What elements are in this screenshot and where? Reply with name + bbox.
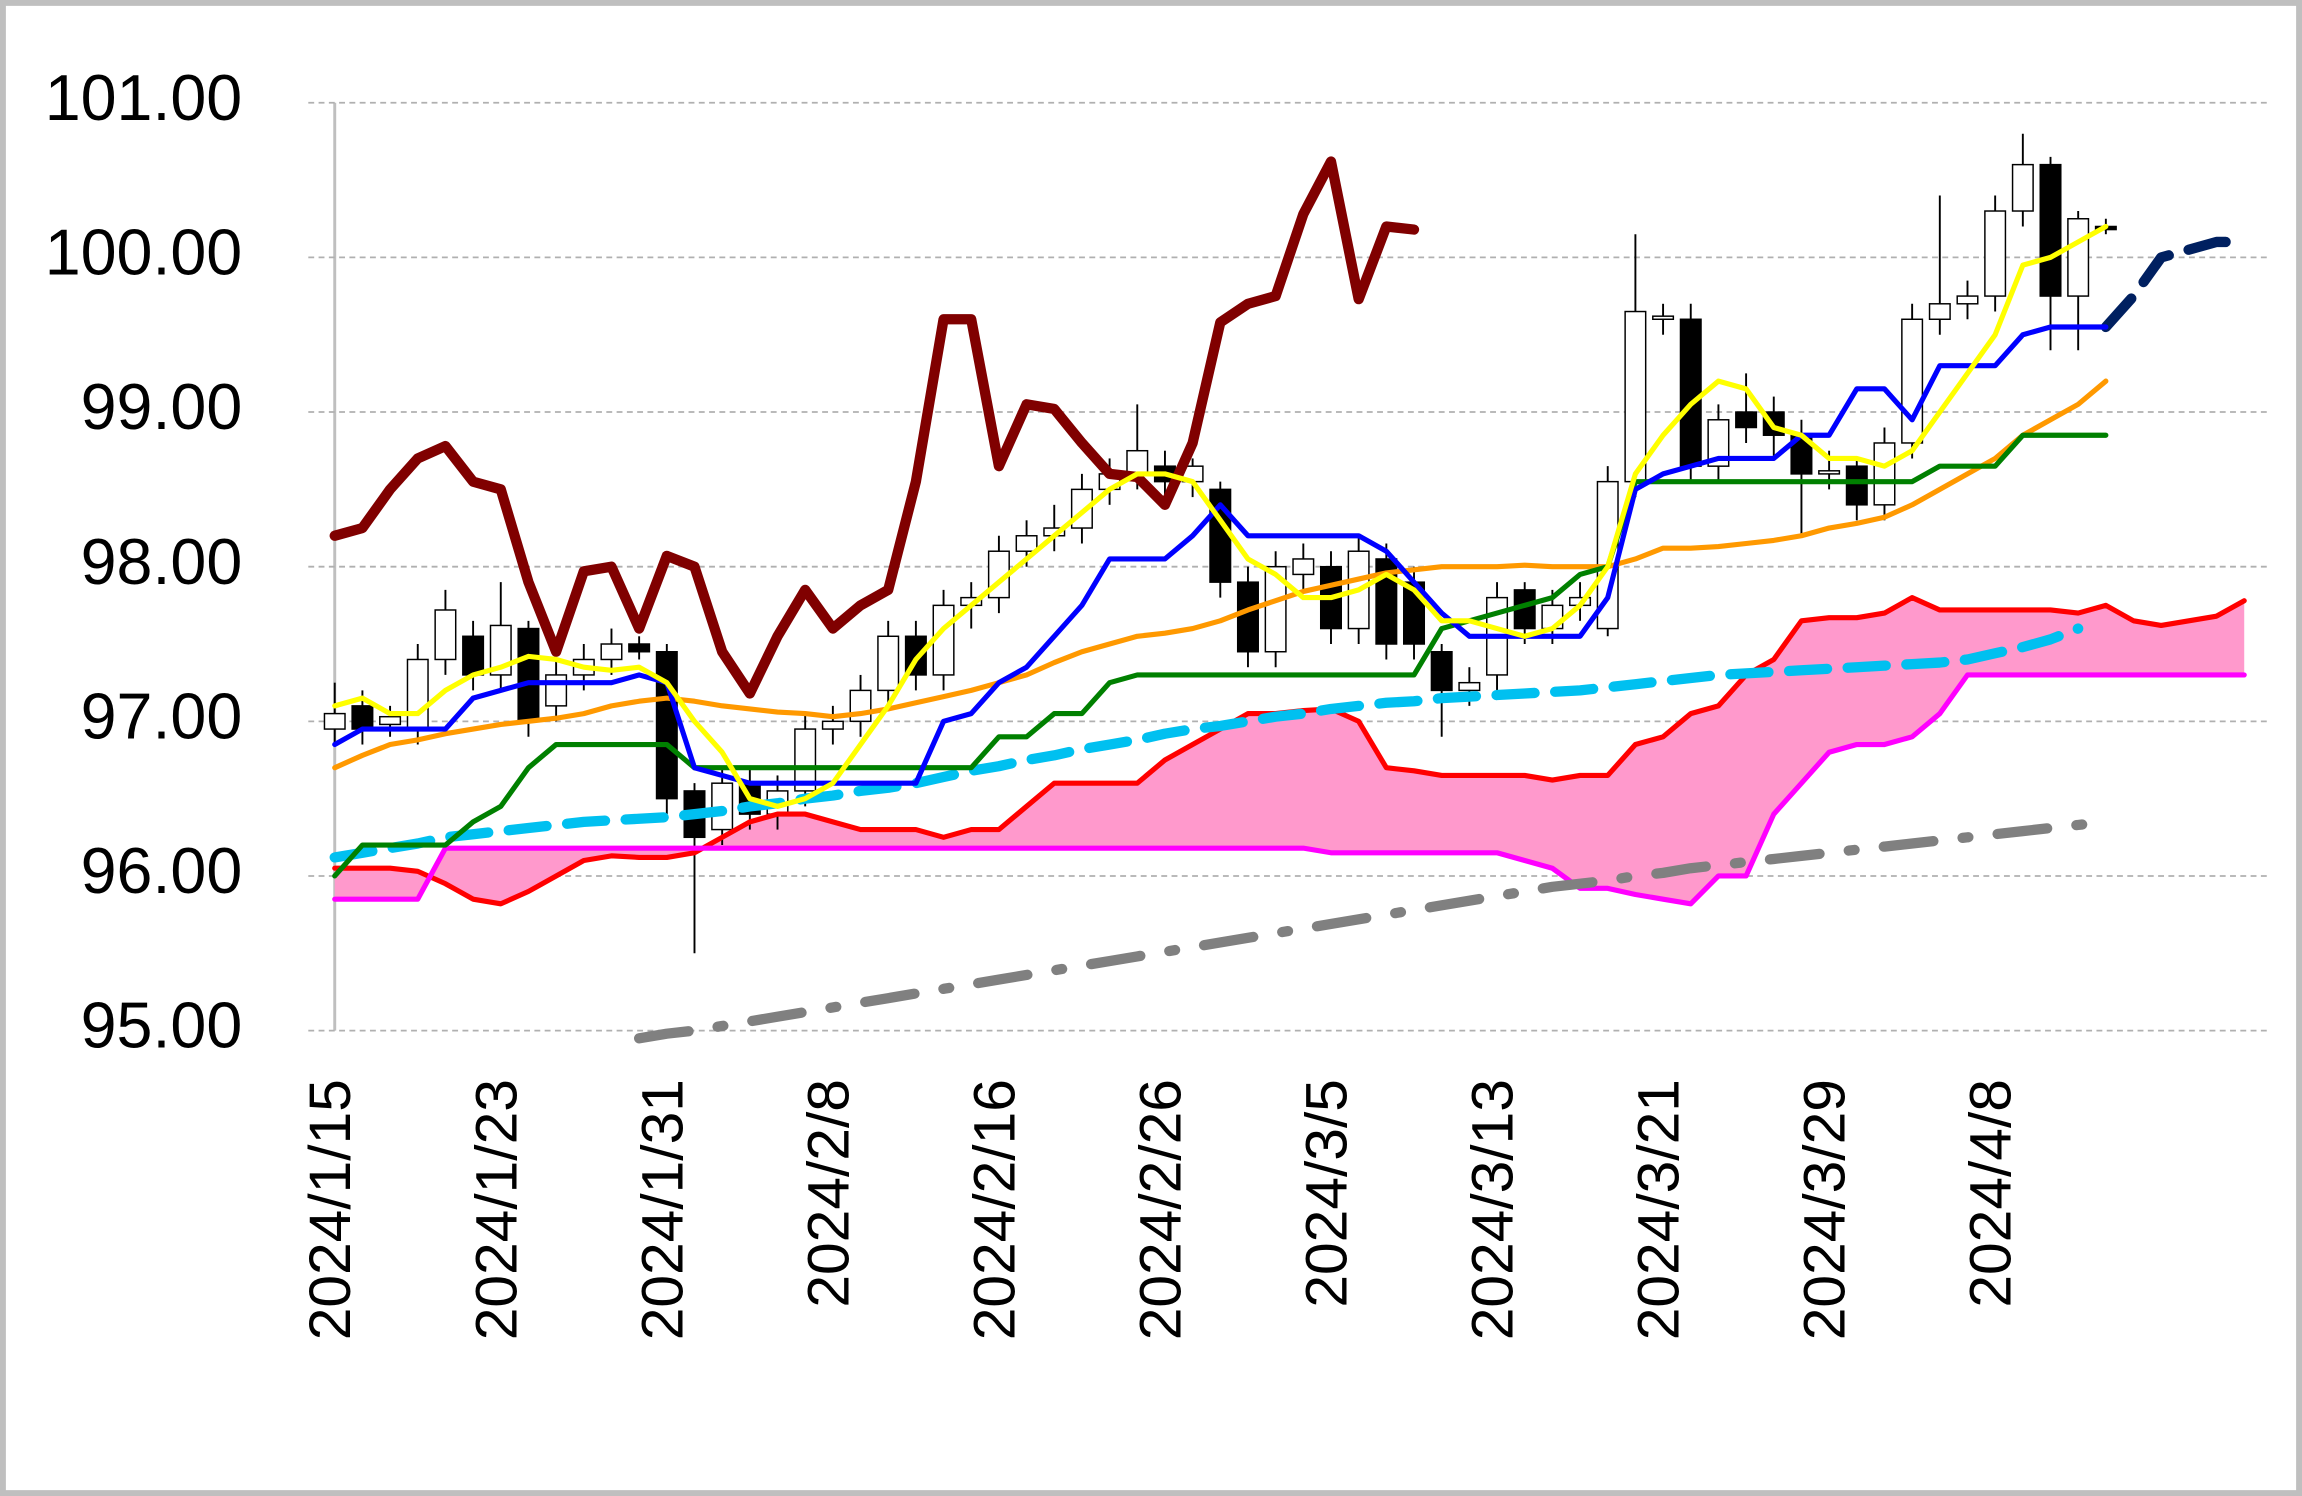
candle-body: [1624, 310, 1647, 483]
candle-body: [1735, 411, 1758, 429]
candle-body: [821, 720, 844, 730]
candle-body: [1901, 318, 1924, 444]
x-tick-label: 2024/2/8: [796, 1079, 861, 1308]
candle-body: [2039, 163, 2062, 297]
candle-body: [517, 627, 540, 723]
x-tick-label: 2024/1/31: [630, 1079, 695, 1340]
x-tick-label: 2024/3/5: [1295, 1079, 1360, 1308]
candle-body: [1873, 442, 1896, 506]
series-line: [332, 672, 2247, 907]
x-tick-label: 2024/4/8: [1959, 1079, 2024, 1308]
candle-body: [628, 643, 651, 653]
candle-body: [351, 705, 374, 730]
candle-body: [545, 674, 568, 707]
y-tick-label: 96.00: [81, 835, 243, 907]
candle-body: [462, 635, 485, 676]
candle-body: [2067, 218, 2090, 297]
candle-body: [1264, 565, 1287, 653]
x-tick-label: 2024/1/23: [464, 1079, 529, 1340]
candle-body: [1430, 651, 1453, 692]
candle-body: [2011, 163, 2034, 212]
candle-body: [794, 728, 817, 792]
x-tick-label: 2024/3/29: [1793, 1079, 1858, 1340]
series-line: [332, 223, 2109, 809]
candle-body: [1015, 535, 1038, 552]
candle-body: [1928, 303, 1951, 320]
candle-body: [1236, 581, 1259, 653]
series-line: [329, 156, 1420, 699]
candle-body: [1707, 419, 1730, 467]
x-tick-label: 2024/2/26: [1128, 1079, 1193, 1340]
y-tick-label: 99.00: [81, 371, 243, 443]
candle-body: [877, 635, 900, 692]
y-tick-label: 100.00: [45, 216, 243, 288]
series-line: [332, 432, 2109, 879]
series-line: [634, 816, 2111, 1044]
series-line: [332, 324, 2109, 786]
y-tick-label: 97.00: [81, 680, 243, 752]
series-line: [2100, 236, 2250, 333]
candle-body: [1652, 315, 1675, 320]
candle-body: [655, 651, 678, 800]
candle-body: [1984, 210, 2007, 297]
candle-body: [1126, 449, 1149, 475]
x-tick-label: 2024/3/21: [1627, 1079, 1692, 1340]
candle-body: [1956, 295, 1979, 305]
candle-body: [1458, 681, 1481, 692]
series-line: [329, 623, 2084, 863]
candle-body: [323, 712, 346, 730]
candle-body: [434, 609, 457, 661]
candle-body: [1292, 558, 1315, 576]
candle-body: [600, 643, 623, 661]
candle-body: [1818, 470, 1841, 475]
candle-body: [379, 715, 402, 726]
y-tick-label: 95.00: [81, 990, 243, 1062]
x-tick-label: 2024/1/15: [298, 1079, 363, 1340]
candle-body: [1679, 318, 1702, 467]
candle-body: [406, 658, 429, 730]
x-tick-label: 2024/2/16: [962, 1079, 1027, 1340]
x-tick-label: 2024/3/13: [1461, 1079, 1526, 1340]
series-line: [332, 378, 2109, 771]
candle-body: [1845, 465, 1868, 506]
y-tick-label: 98.00: [81, 526, 243, 598]
y-tick-label: 101.00: [45, 62, 243, 134]
